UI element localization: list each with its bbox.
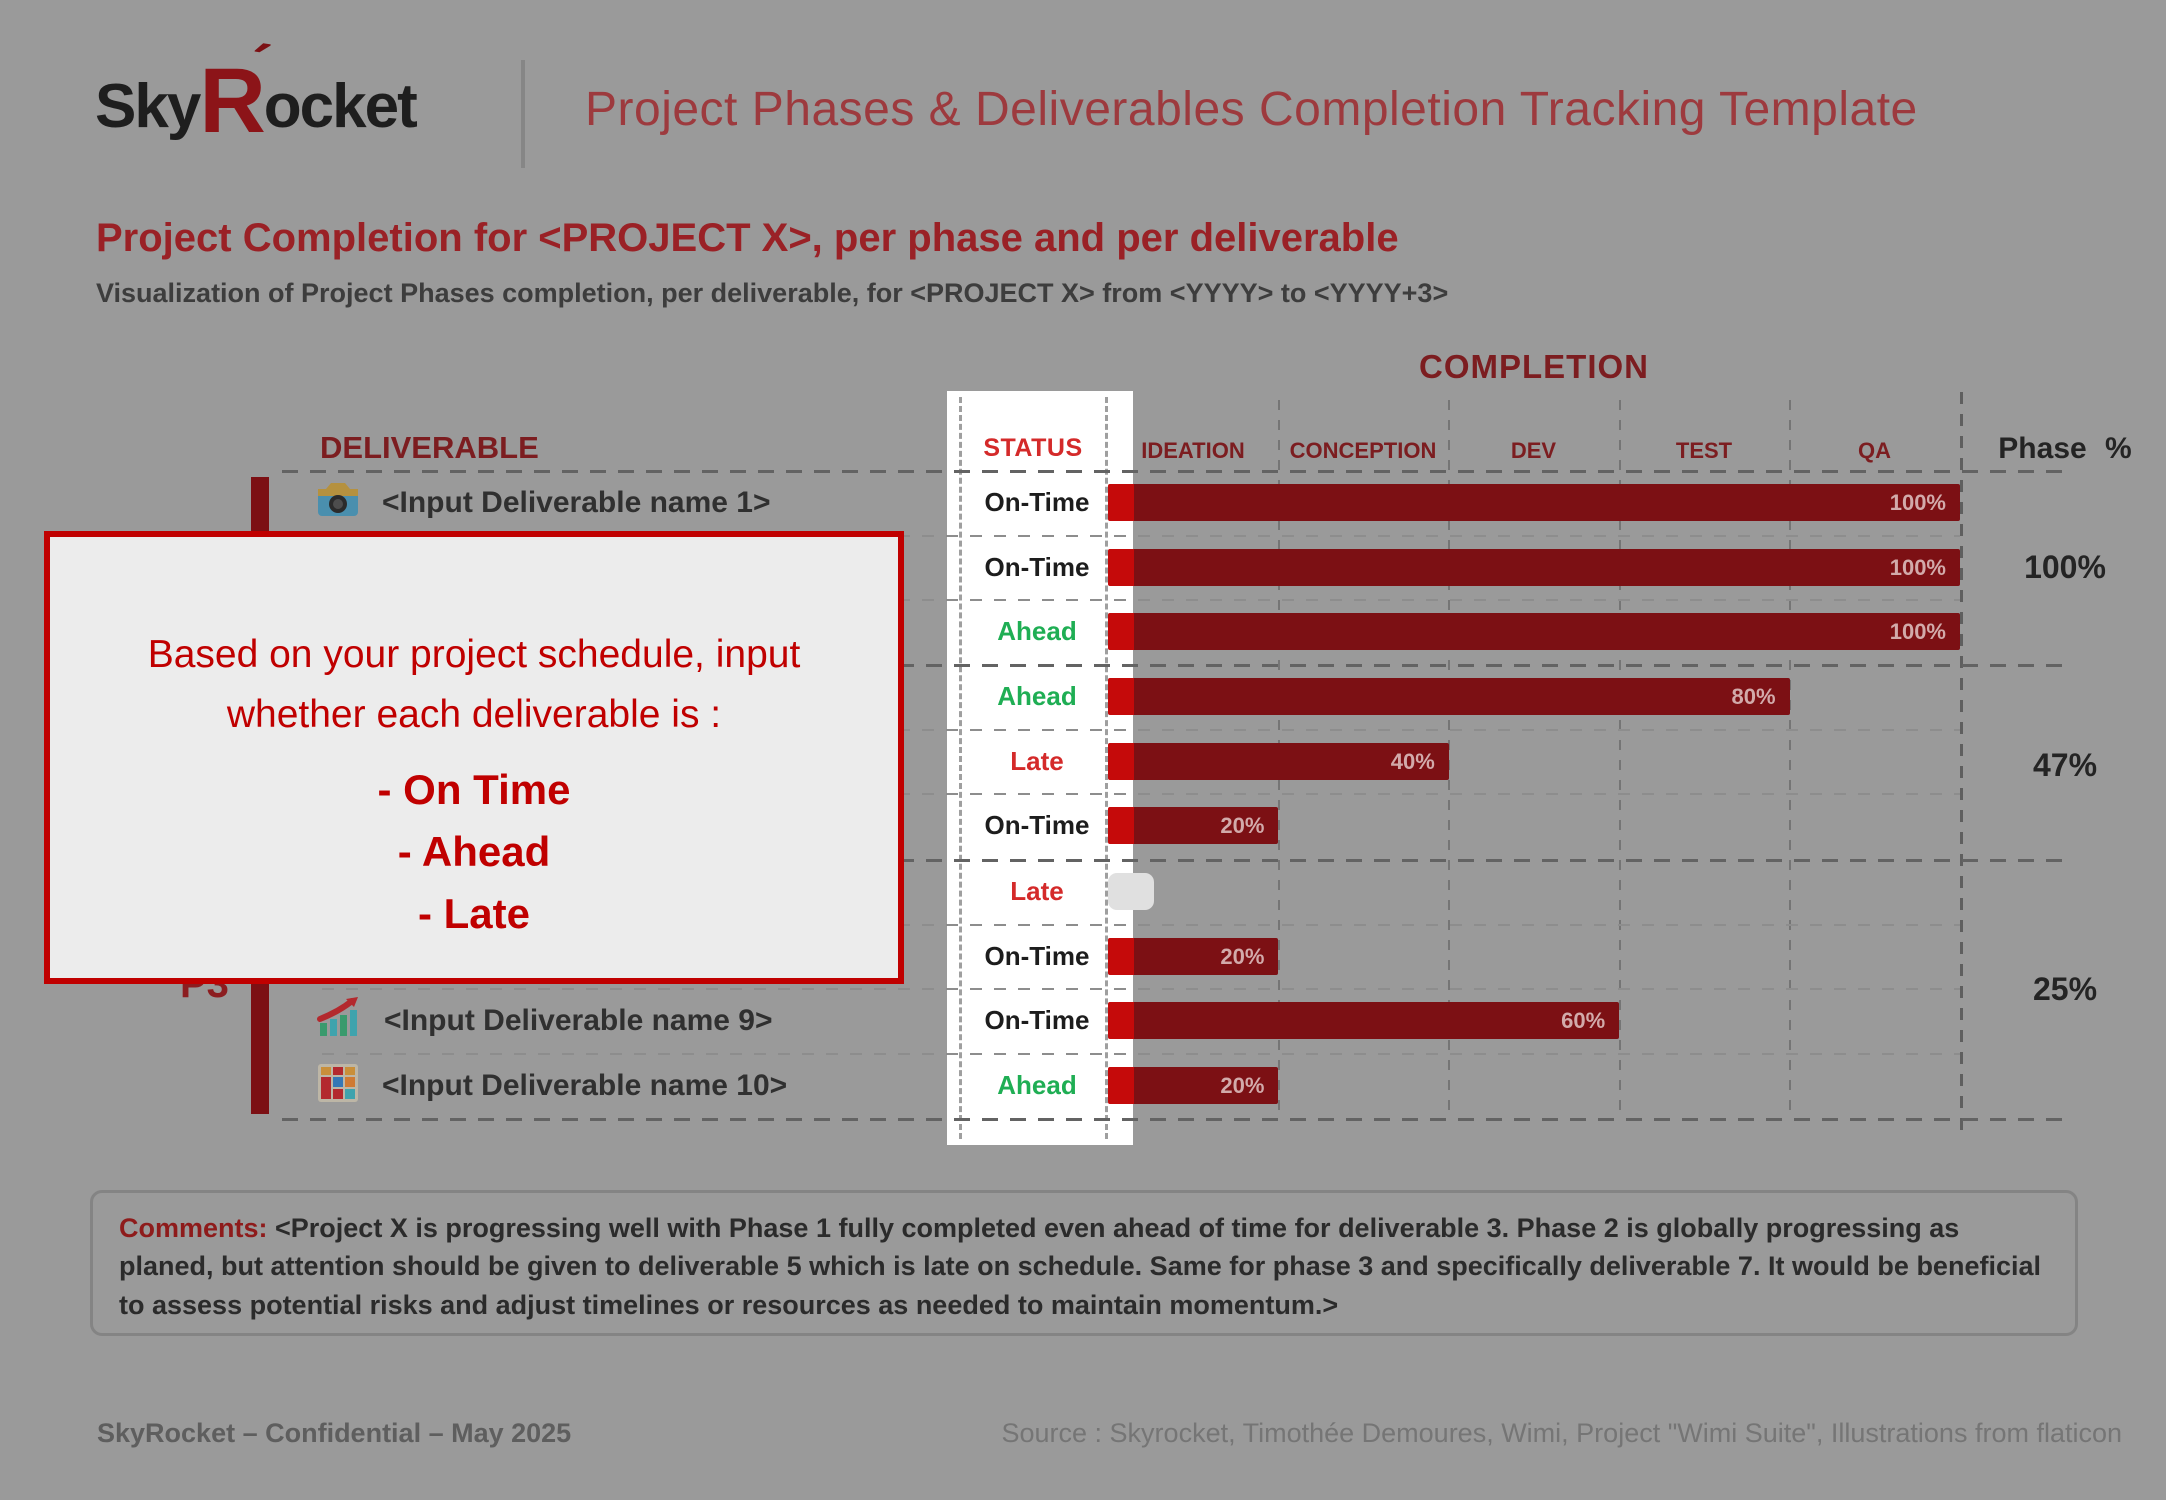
column-header-qa: QA xyxy=(1858,438,1891,463)
bar-value-label: 20% xyxy=(1220,944,1265,969)
row-separator xyxy=(322,924,1960,926)
status-column-left-dash xyxy=(959,397,962,1139)
table-row: <Input Deliverable name 10> Ahead 20% xyxy=(0,1053,2166,1118)
bar-value-label: 60% xyxy=(1561,1008,1606,1033)
column-header-test: TEST xyxy=(1675,438,1733,463)
logo-text-sky: Sky xyxy=(95,72,201,141)
footer-source: Source : Skyrocket, Timothée Demoures, W… xyxy=(1001,1418,2123,1448)
phase2-pct: 47% xyxy=(2032,747,2098,783)
completion-bar: 20% xyxy=(1108,938,1279,975)
logo-letter-r: R ´ xyxy=(199,32,272,147)
completion-bar-empty xyxy=(1108,873,1154,910)
instruction-callout: Based on your project schedule, input wh… xyxy=(44,531,904,984)
bar-value-label: 20% xyxy=(1220,1073,1265,1098)
comments-box: Comments: <Project X is progressing well… xyxy=(90,1190,2078,1336)
header-divider xyxy=(521,60,525,168)
status-value: On-Time xyxy=(984,1005,1090,1035)
row-separator xyxy=(322,988,1960,990)
bar-value-label: 20% xyxy=(1220,813,1265,838)
completion-bar: 40% xyxy=(1108,743,1449,780)
comments-label: Comments: xyxy=(119,1213,268,1243)
callout-line2: whether each deliverable is : xyxy=(226,693,722,736)
callout-line1: Based on your project schedule, input xyxy=(147,633,801,676)
row-separator xyxy=(322,729,1960,731)
table-row: Late xyxy=(0,859,2166,924)
phase-separator xyxy=(282,664,2070,667)
completion-bar: 60% xyxy=(1108,1002,1620,1039)
phase-pct-header: Phase % xyxy=(1998,432,2132,465)
bar-value-label: 40% xyxy=(1390,749,1435,774)
table-row: <Input Deliverable name 1> On-Time 100% xyxy=(0,470,2166,535)
deliverable-name: <Input Deliverable name 10> xyxy=(382,1068,788,1102)
completion-header: COMPLETION xyxy=(1419,348,1649,385)
section-heading: Project Completion for <PROJECT X>, per … xyxy=(96,216,1399,260)
row-separator xyxy=(322,1053,1960,1055)
column-gridline xyxy=(1448,400,1450,1118)
phase-column-gridline xyxy=(1960,392,1963,1140)
callout-option-on-time: - On Time xyxy=(377,766,571,813)
phase1-pct: 100% xyxy=(2024,549,2106,585)
column-gridline xyxy=(1619,400,1621,1118)
status-column-right-dash xyxy=(1105,397,1108,1139)
table-row: Ahead 80% xyxy=(0,664,2166,729)
bar-value-label: 100% xyxy=(1889,490,1946,515)
status-value: On-Time xyxy=(984,810,1090,840)
deliverable-cell: <Input Deliverable name 9> xyxy=(316,988,773,1053)
page-title: Project Phases & Deliverables Completion… xyxy=(585,83,1918,136)
status-value: On-Time xyxy=(984,552,1090,582)
status-value: Ahead xyxy=(997,1070,1077,1100)
deliverable-cell: <Input Deliverable name 10> xyxy=(316,1053,787,1118)
status-value: On-Time xyxy=(984,941,1090,971)
phase-separator xyxy=(282,1118,2070,1121)
growth-chart-icon xyxy=(316,997,362,1044)
footer-confidential: SkyRocket – Confidential – May 2025 xyxy=(97,1418,572,1448)
table-row: Ahead 100% xyxy=(0,599,2166,664)
deliverable-name: <Input Deliverable name 9> xyxy=(384,1003,773,1037)
bar-value-label: 100% xyxy=(1889,555,1946,580)
completion-bar: 100% xyxy=(1108,549,1960,586)
row-separator xyxy=(322,793,1960,795)
row-separator xyxy=(322,599,1960,601)
skyrocket-logo: Sky R ´ ocket xyxy=(95,32,418,147)
phase-separator xyxy=(282,859,2070,862)
phase3-pct: 25% xyxy=(2032,971,2098,1007)
bar-value-label: 80% xyxy=(1731,684,1776,709)
completion-bar: 20% xyxy=(1108,1067,1279,1104)
column-header-conception: CONCEPTION xyxy=(1289,438,1437,463)
deliverable-name: <Input Deliverable name 1> xyxy=(382,485,771,519)
section-subheading: Visualization of Project Phases completi… xyxy=(96,278,1449,308)
completion-bar: 20% xyxy=(1108,807,1279,844)
status-header: STATUS xyxy=(983,434,1083,462)
comments-text: <Project X is progressing well with Phas… xyxy=(119,1213,2041,1320)
phase-separator xyxy=(282,470,2070,473)
deliverable-header: DELIVERABLE xyxy=(320,430,539,465)
row-separator xyxy=(322,535,1960,537)
table-row: <Input Deliverable name 9> On-Time 60% xyxy=(0,988,2166,1053)
deliverable-cell: <Input Deliverable name 1> xyxy=(316,470,771,535)
completion-bar: 100% xyxy=(1108,613,1960,650)
status-value: Late xyxy=(1010,746,1064,776)
status-value: On-Time xyxy=(984,487,1090,517)
callout-option-ahead: - Ahead xyxy=(397,828,551,875)
logo-text-ocket: ocket xyxy=(263,72,418,141)
column-header-ideation: IDEATION xyxy=(1141,438,1245,463)
table-row: On-Time 100% xyxy=(0,535,2166,600)
table-row: On-Time 20% xyxy=(0,793,2166,858)
column-header-dev: DEV xyxy=(1510,438,1557,463)
column-gridline xyxy=(1789,400,1791,1118)
bar-value-label: 100% xyxy=(1889,619,1946,644)
table-row: Late 40% xyxy=(0,729,2166,794)
completion-bar: 80% xyxy=(1108,678,1790,715)
status-column-spotlight xyxy=(947,391,1133,1145)
status-value: Late xyxy=(1010,876,1064,906)
callout-option-late: - Late xyxy=(417,890,530,937)
status-value: Ahead xyxy=(997,681,1077,711)
dashboard-icon xyxy=(316,1062,360,1109)
status-value: Ahead xyxy=(997,616,1077,646)
camera-icon xyxy=(316,481,360,524)
completion-bar: 100% xyxy=(1108,484,1960,521)
table-row: On-Time 20% xyxy=(0,924,2166,989)
